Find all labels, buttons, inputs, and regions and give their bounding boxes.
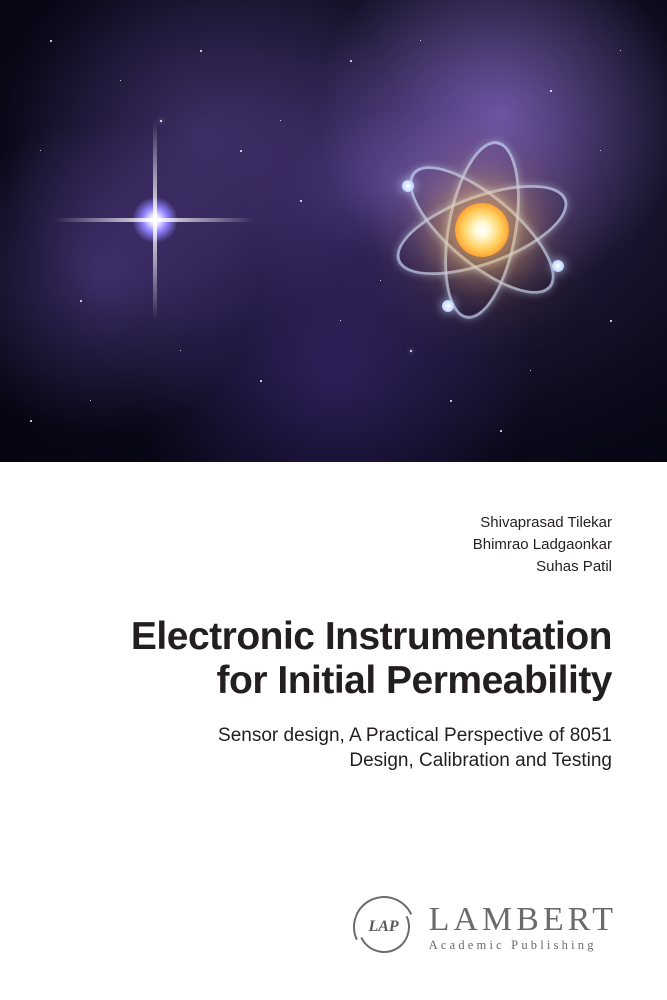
author-name: Suhas Patil [55,556,612,578]
star-dot [600,150,601,151]
subtitle-line: Sensor design, A Practical Perspective o… [55,723,612,749]
subtitle-line: Design, Calibration and Testing [55,748,612,774]
star-dot [300,200,302,202]
star-dot [620,50,621,51]
atom-nucleus [455,203,509,257]
star-dot [380,280,381,281]
star-dot [550,90,552,92]
publisher-name-main: LAMBERT [429,903,617,937]
author-name: Shivaprasad Tilekar [55,512,612,534]
book-subtitle: Sensor design, A Practical Perspective o… [55,723,612,774]
star-dot [40,150,41,151]
star-dot [80,300,82,302]
publisher-block: LAP LAMBERT Academic Publishing [353,896,617,958]
star-dot [160,120,162,122]
star-dot [610,320,612,322]
title-line: Electronic Instrumentation [55,615,612,659]
star-dot [500,430,502,432]
publisher-logo-icon: LAP [353,896,415,958]
star-dot [90,400,91,401]
book-title: Electronic Instrumentation for Initial P… [55,615,612,702]
star-dot [530,370,531,371]
author-list: Shivaprasad Tilekar Bhimrao Ladgaonkar S… [55,512,612,577]
star-dot [350,60,352,62]
atom-electron [552,260,564,272]
atom-electron [442,300,454,312]
star-dot [240,150,242,152]
star-dot [340,320,341,321]
star-dot [410,350,412,352]
star-dot [280,120,281,121]
star-dot [420,40,421,41]
atom-illustration [382,130,582,330]
star-dot [50,40,52,42]
star-dot [450,400,452,402]
publisher-tagline: Academic Publishing [429,939,617,952]
star-dot [260,380,262,382]
star-dot [200,50,202,52]
star-dot [120,80,121,81]
cover-text-block: Shivaprasad Tilekar Bhimrao Ladgaonkar S… [0,462,667,774]
cover-hero-image [0,0,667,462]
title-line: for Initial Permeability [55,659,612,703]
publisher-name: LAMBERT Academic Publishing [429,903,617,952]
bright-star-flare [130,195,180,245]
star-dot [180,350,181,351]
author-name: Bhimrao Ladgaonkar [55,534,612,556]
atom-electron [402,180,414,192]
star-dot [30,420,32,422]
logo-monogram: LAP [353,896,415,958]
